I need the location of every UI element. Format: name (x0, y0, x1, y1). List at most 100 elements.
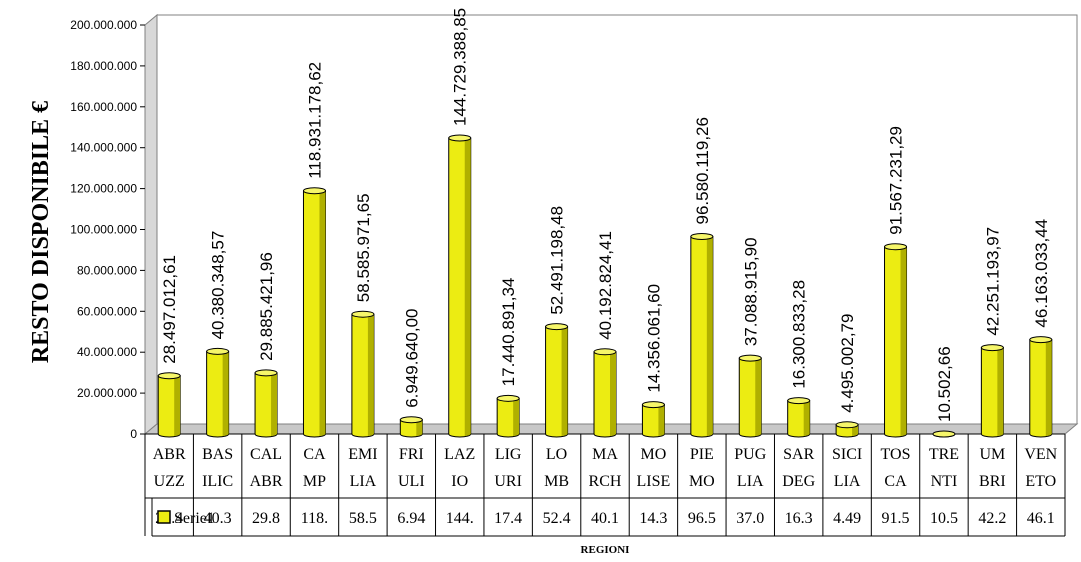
data-label: 40.380.348,57 (209, 231, 228, 340)
category-label: ABR (153, 446, 186, 463)
y-tick-label: 20.000.000 (77, 386, 137, 400)
category-label: UZZ (154, 473, 185, 490)
category-label: UM (979, 446, 1005, 463)
category-label: MP (303, 473, 326, 490)
category-label: BAS (202, 446, 233, 463)
bar-top (835, 421, 859, 429)
data-label: 46.163.033,44 (1032, 219, 1051, 328)
bar-top (884, 243, 908, 251)
bar-top (157, 372, 181, 380)
category-label: NTI (931, 473, 958, 490)
category-label: VEN (1024, 446, 1057, 463)
y-tick-label: 180.000.000 (70, 59, 137, 73)
category-label: LIA (737, 473, 764, 490)
data-label: 91.567.231,29 (887, 126, 906, 235)
bar-shade (997, 347, 1004, 436)
y-tick-label: 140.000.000 (70, 141, 137, 155)
category-label: LAZ (444, 446, 475, 463)
data-label: 16.300.833,28 (790, 280, 809, 389)
bar-shade (319, 190, 326, 436)
table-cell: 6.94 (397, 510, 425, 527)
bar-top (399, 416, 423, 424)
data-label: 29.885.421,96 (257, 252, 276, 361)
bar (448, 134, 472, 438)
bar (787, 397, 811, 438)
bar (932, 430, 956, 438)
bar-shade (561, 326, 568, 436)
category-label: CAL (250, 446, 282, 463)
category-label: DEG (782, 473, 815, 490)
category-label: MO (689, 473, 715, 490)
bar-shade (610, 351, 616, 436)
y-tick-label: 40.000.000 (77, 345, 137, 359)
bar-top (641, 401, 665, 409)
table-cell: 29.8 (252, 510, 280, 527)
table-cell: 42.2 (978, 510, 1006, 527)
x-axis-title: REGIONI (581, 544, 630, 556)
category-label: ABR (250, 473, 283, 490)
category-label: ETO (1025, 473, 1056, 490)
data-label: 6.949.640,00 (402, 309, 421, 408)
bar-shade (900, 246, 907, 436)
bar-shade (174, 375, 181, 436)
bar-shade (755, 358, 762, 436)
table-cell: 46.1 (1027, 510, 1055, 527)
bar (254, 369, 278, 438)
category-label: ULI (398, 473, 425, 490)
bar (545, 323, 569, 438)
category-label: ILIC (202, 473, 233, 490)
data-label: 10.502,66 (935, 346, 954, 422)
table-cell: 37.0 (736, 510, 764, 527)
bar-shade (367, 314, 374, 436)
category-label: SICI (832, 446, 862, 463)
y-tick-label: 100.000.000 (70, 223, 137, 237)
bar (593, 348, 617, 438)
bar (641, 401, 665, 438)
y-tick-label: 60.000.000 (77, 304, 137, 318)
y-tick-label: 120.000.000 (70, 182, 137, 196)
bar-shade (513, 398, 520, 436)
bar (690, 232, 714, 438)
category-label: LIA (834, 473, 861, 490)
category-label: MA (592, 446, 618, 463)
category-label: IO (451, 473, 468, 490)
data-label: 37.088.915,90 (741, 237, 760, 346)
bar-top (302, 187, 326, 195)
bar (351, 310, 375, 438)
data-label: 14.356.061,60 (644, 284, 663, 393)
table-cell: 118. (301, 510, 328, 527)
bar-top (738, 354, 762, 362)
bar-top (593, 348, 617, 356)
table-cell: 91.5 (882, 510, 910, 527)
bar (738, 354, 762, 438)
category-label: TRE (929, 446, 959, 463)
bar (1029, 336, 1053, 438)
table-cell: 16.3 (785, 510, 813, 527)
table-cell: 40.1 (591, 510, 619, 527)
legend-label: Serie1 (174, 510, 215, 527)
category-label: LIA (350, 473, 377, 490)
bar-shade (1045, 339, 1052, 436)
bar-top (980, 344, 1004, 352)
category-label: LISE (637, 473, 671, 490)
table-cell: 40.3 (204, 510, 232, 527)
y-tick-label: 80.000.000 (77, 263, 137, 277)
table-cell: 4.49 (833, 510, 861, 527)
bar-shade (464, 138, 471, 437)
bar-shade (706, 236, 713, 436)
data-label: 40.192.824,41 (596, 231, 615, 340)
bar-top (351, 310, 375, 318)
data-label: 58.585.971,65 (354, 193, 373, 302)
legend-swatch (157, 510, 171, 524)
category-label: BRI (979, 473, 1006, 490)
data-label: 52.491.198,48 (548, 206, 567, 315)
category-label: URI (494, 473, 522, 490)
bar (884, 243, 908, 438)
bar-top (1029, 336, 1053, 344)
category-label: LO (546, 446, 567, 463)
category-label: PIE (690, 446, 714, 463)
bar-top (932, 430, 956, 438)
table-cell: 14.3 (639, 510, 667, 527)
bar-top (448, 134, 472, 142)
bar (835, 421, 859, 438)
